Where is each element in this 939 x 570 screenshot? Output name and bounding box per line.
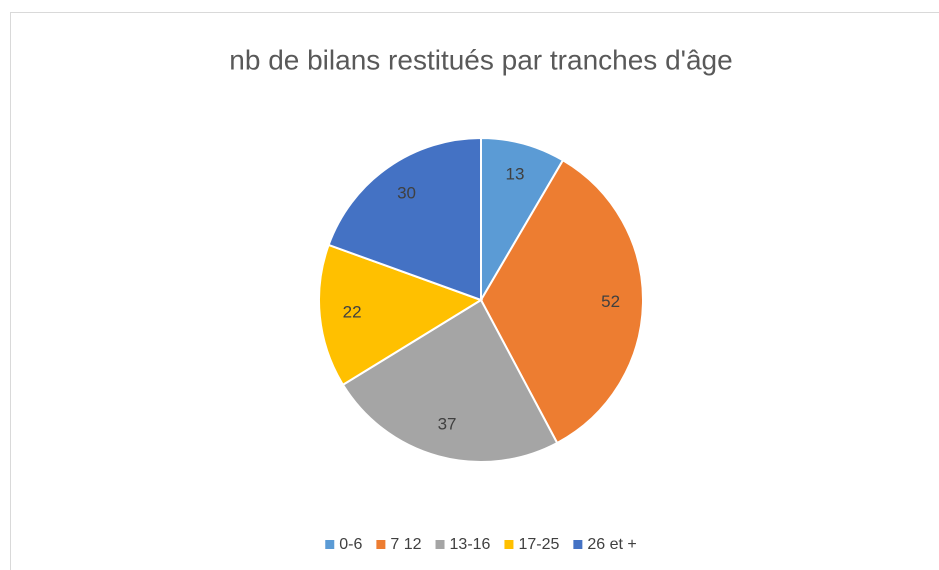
data-label: 13 [506, 164, 525, 183]
legend-swatch [504, 540, 514, 549]
legend-swatch [376, 540, 386, 549]
pie-slice [479, 158, 644, 445]
legend-label: 26 et + [587, 536, 636, 553]
data-label: 52 [601, 292, 620, 311]
legend-swatch [325, 540, 335, 549]
chart-title: nb de bilans restitués par tranches d'âg… [229, 44, 732, 75]
data-label: 22 [343, 303, 362, 322]
legend-label: 17-25 [518, 536, 559, 553]
pie-slice [341, 298, 559, 463]
legend-label: 7 12 [390, 536, 421, 553]
pie-slice [480, 136, 565, 304]
legend-label: 13-16 [450, 536, 491, 553]
legend-label: 0-6 [339, 536, 362, 553]
legend-swatch [573, 540, 583, 549]
legend-swatch [435, 540, 445, 549]
pie-slice [327, 136, 482, 302]
pie-slice [318, 243, 484, 387]
data-label: 30 [397, 183, 416, 202]
data-label: 37 [438, 415, 457, 434]
